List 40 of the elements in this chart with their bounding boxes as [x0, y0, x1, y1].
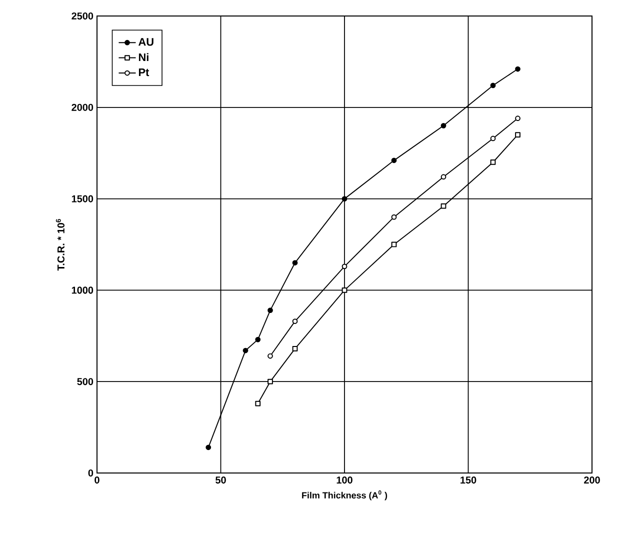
point [391, 158, 397, 164]
y-tick-label: 1500 [72, 195, 94, 202]
point [292, 318, 298, 324]
x-tick-label: 200 [584, 476, 600, 484]
y-tick-label: 500 [77, 378, 94, 386]
point [268, 353, 273, 359]
point [440, 203, 446, 209]
point [515, 132, 520, 138]
legend-label: Pt [138, 68, 150, 76]
x-tick-label: 50 [216, 476, 226, 484]
point [342, 264, 348, 270]
point [490, 160, 496, 165]
y-tick-label: 0 [88, 469, 94, 477]
x-tick-label: 0 [94, 476, 100, 484]
point [515, 116, 520, 122]
point [515, 66, 520, 72]
point [440, 174, 446, 180]
y-axis-title: T.C.R. * 10$^{6}$ [56, 218, 64, 271]
y-tick-label: 2000 [72, 104, 94, 111]
x-tick-label: 150 [460, 476, 476, 484]
point [490, 136, 496, 142]
point [342, 196, 348, 202]
point [242, 348, 248, 354]
y-tick-label: 2500 [72, 12, 94, 20]
point [292, 346, 298, 352]
legend-label: Ni [138, 53, 148, 62]
point [440, 122, 446, 128]
point [268, 308, 273, 313]
point [255, 336, 261, 342]
point [206, 444, 212, 450]
point [391, 214, 397, 220]
y-tick-label: 1000 [72, 286, 94, 294]
point [268, 378, 273, 384]
point [292, 260, 298, 266]
point [490, 82, 496, 88]
legend-label: AU [138, 38, 154, 46]
x-axis-title: Film Thickness (A$^{0}$ ) [302, 490, 388, 500]
point [342, 288, 348, 293]
x-tick-label: 100 [336, 476, 352, 484]
point [255, 400, 261, 406]
